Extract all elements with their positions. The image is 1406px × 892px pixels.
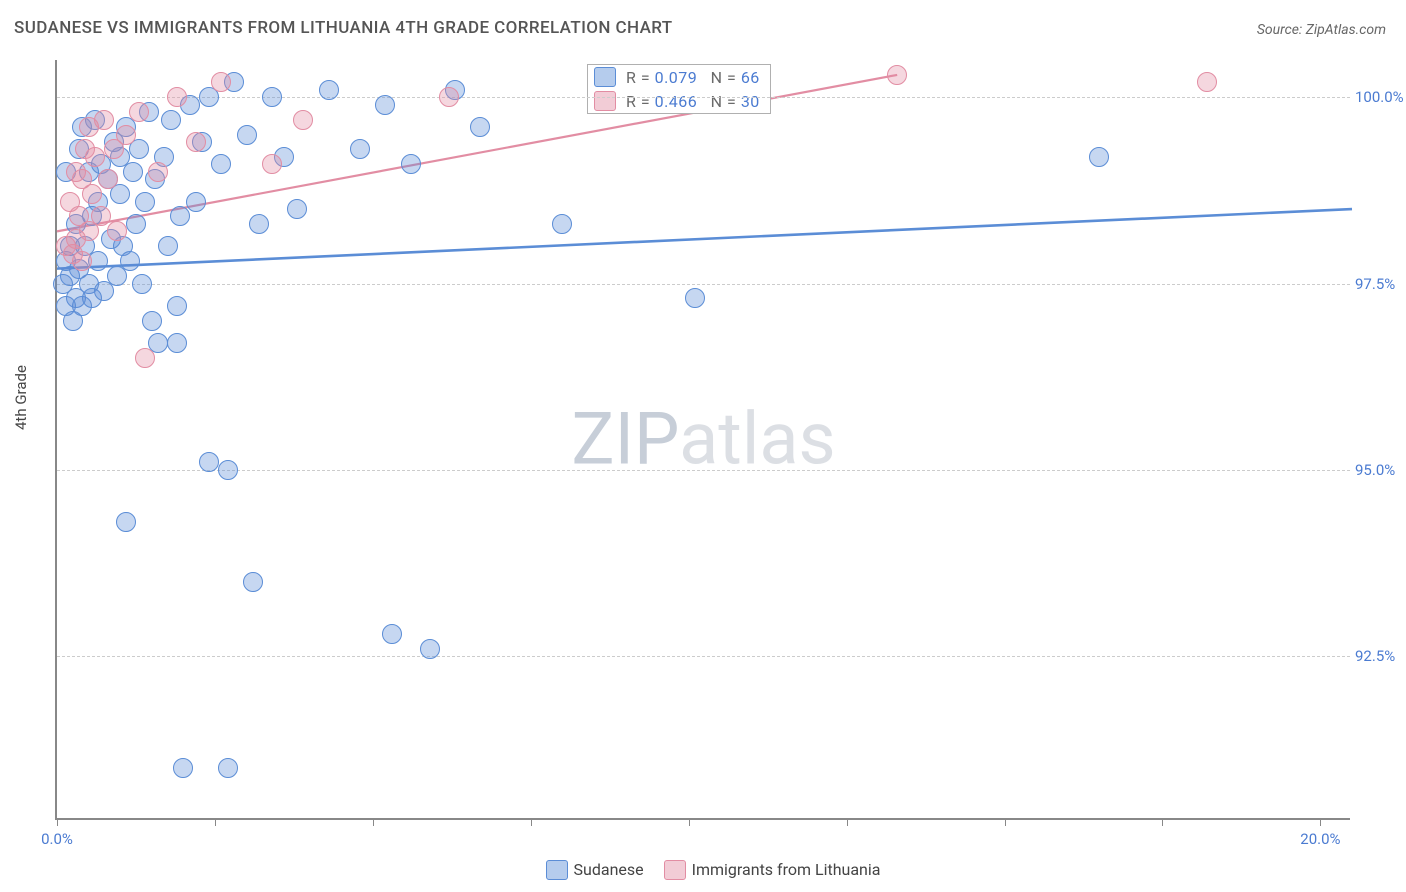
scatter-point-sudanese [126, 214, 146, 234]
x-tick [689, 818, 690, 826]
scatter-point-lithuania [439, 87, 459, 107]
scatter-point-sudanese [218, 460, 238, 480]
scatter-point-sudanese [1089, 147, 1109, 167]
scatter-point-sudanese [401, 154, 421, 174]
scatter-point-lithuania [116, 125, 136, 145]
x-tick [57, 818, 58, 826]
scatter-point-lithuania [94, 110, 114, 130]
scatter-point-sudanese [132, 274, 152, 294]
scatter-point-lithuania [82, 184, 102, 204]
scatter-point-sudanese [237, 125, 257, 145]
scatter-point-sudanese [211, 154, 231, 174]
scatter-point-sudanese [161, 110, 181, 130]
scatter-point-lithuania [293, 110, 313, 130]
scatter-point-sudanese [199, 452, 219, 472]
y-tick-label: 95.0% [1355, 461, 1406, 479]
legend-bottom: Sudanese Immigrants from Lithuania [0, 860, 1406, 880]
scatter-point-sudanese [123, 162, 143, 182]
scatter-point-sudanese [350, 139, 370, 159]
x-tick [373, 818, 374, 826]
scatter-point-sudanese [552, 214, 572, 234]
x-tick-label: 0.0% [41, 830, 73, 848]
y-tick-label: 92.5% [1355, 647, 1406, 665]
scatter-point-sudanese [158, 236, 178, 256]
x-tick [1005, 818, 1006, 826]
gridline-horizontal [57, 470, 1350, 471]
stat-text: R = 0.466 N = 30 [626, 92, 760, 111]
scatter-point-lithuania [135, 348, 155, 368]
scatter-point-sudanese [167, 333, 187, 353]
scatter-point-sudanese [319, 80, 339, 100]
scatter-point-lithuania [91, 206, 111, 226]
scatter-point-sudanese [262, 87, 282, 107]
scatter-point-sudanese [685, 288, 705, 308]
legend-label: Immigrants from Lithuania [692, 860, 881, 879]
legend-swatch [594, 67, 616, 87]
legend-swatch [594, 91, 616, 111]
scatter-point-lithuania [98, 169, 118, 189]
scatter-point-lithuania [887, 65, 907, 85]
scatter-point-lithuania [262, 154, 282, 174]
scatter-point-sudanese [173, 758, 193, 778]
scatter-point-lithuania [129, 102, 149, 122]
correlation-stats-box: R = 0.079 N = 66 R = 0.466 N = 30 [587, 64, 771, 114]
x-tick [1320, 818, 1321, 826]
scatter-point-sudanese [375, 95, 395, 115]
scatter-point-sudanese [287, 199, 307, 219]
x-tick-label: 20.0% [1300, 830, 1340, 848]
stat-row: R = 0.079 N = 66 [588, 65, 770, 89]
x-tick [847, 818, 848, 826]
scatter-point-sudanese [249, 214, 269, 234]
scatter-point-sudanese [186, 192, 206, 212]
gridline-horizontal [57, 656, 1350, 657]
stat-text: R = 0.079 N = 66 [626, 68, 760, 87]
gridline-horizontal [57, 97, 1350, 98]
scatter-point-sudanese [243, 572, 263, 592]
scatter-point-lithuania [211, 72, 231, 92]
legend-swatch [664, 860, 686, 880]
scatter-point-lithuania [85, 147, 105, 167]
scatter-point-sudanese [142, 311, 162, 331]
x-tick [215, 818, 216, 826]
scatter-point-sudanese [120, 251, 140, 271]
y-axis-label: 4th Grade [12, 365, 30, 430]
source-attribution: Source: ZipAtlas.com [1257, 22, 1386, 38]
scatter-point-sudanese [170, 206, 190, 226]
scatter-point-sudanese [135, 192, 155, 212]
trend-lines [57, 60, 1350, 818]
scatter-point-lithuania [167, 87, 187, 107]
scatter-point-sudanese [420, 639, 440, 659]
scatter-point-sudanese [470, 117, 490, 137]
scatter-point-sudanese [382, 624, 402, 644]
x-tick [1162, 818, 1163, 826]
scatter-point-lithuania [186, 132, 206, 152]
scatter-point-sudanese [167, 296, 187, 316]
scatter-point-sudanese [218, 758, 238, 778]
scatter-point-lithuania [148, 162, 168, 182]
legend-label: Sudanese [574, 860, 644, 879]
scatter-point-lithuania [107, 221, 127, 241]
y-tick-label: 97.5% [1355, 275, 1406, 293]
legend-swatch [546, 860, 568, 880]
scatter-point-lithuania [72, 251, 92, 271]
scatter-plot-area: ZIPatlas R = 0.079 N = 66R = 0.466 N = 3… [55, 60, 1350, 820]
chart-title: SUDANESE VS IMMIGRANTS FROM LITHUANIA 4T… [14, 18, 673, 38]
stat-row: R = 0.466 N = 30 [588, 89, 770, 113]
scatter-point-lithuania [1197, 72, 1217, 92]
gridline-horizontal [57, 284, 1350, 285]
y-tick-label: 100.0% [1355, 88, 1406, 106]
x-tick [531, 818, 532, 826]
scatter-point-sudanese [116, 512, 136, 532]
